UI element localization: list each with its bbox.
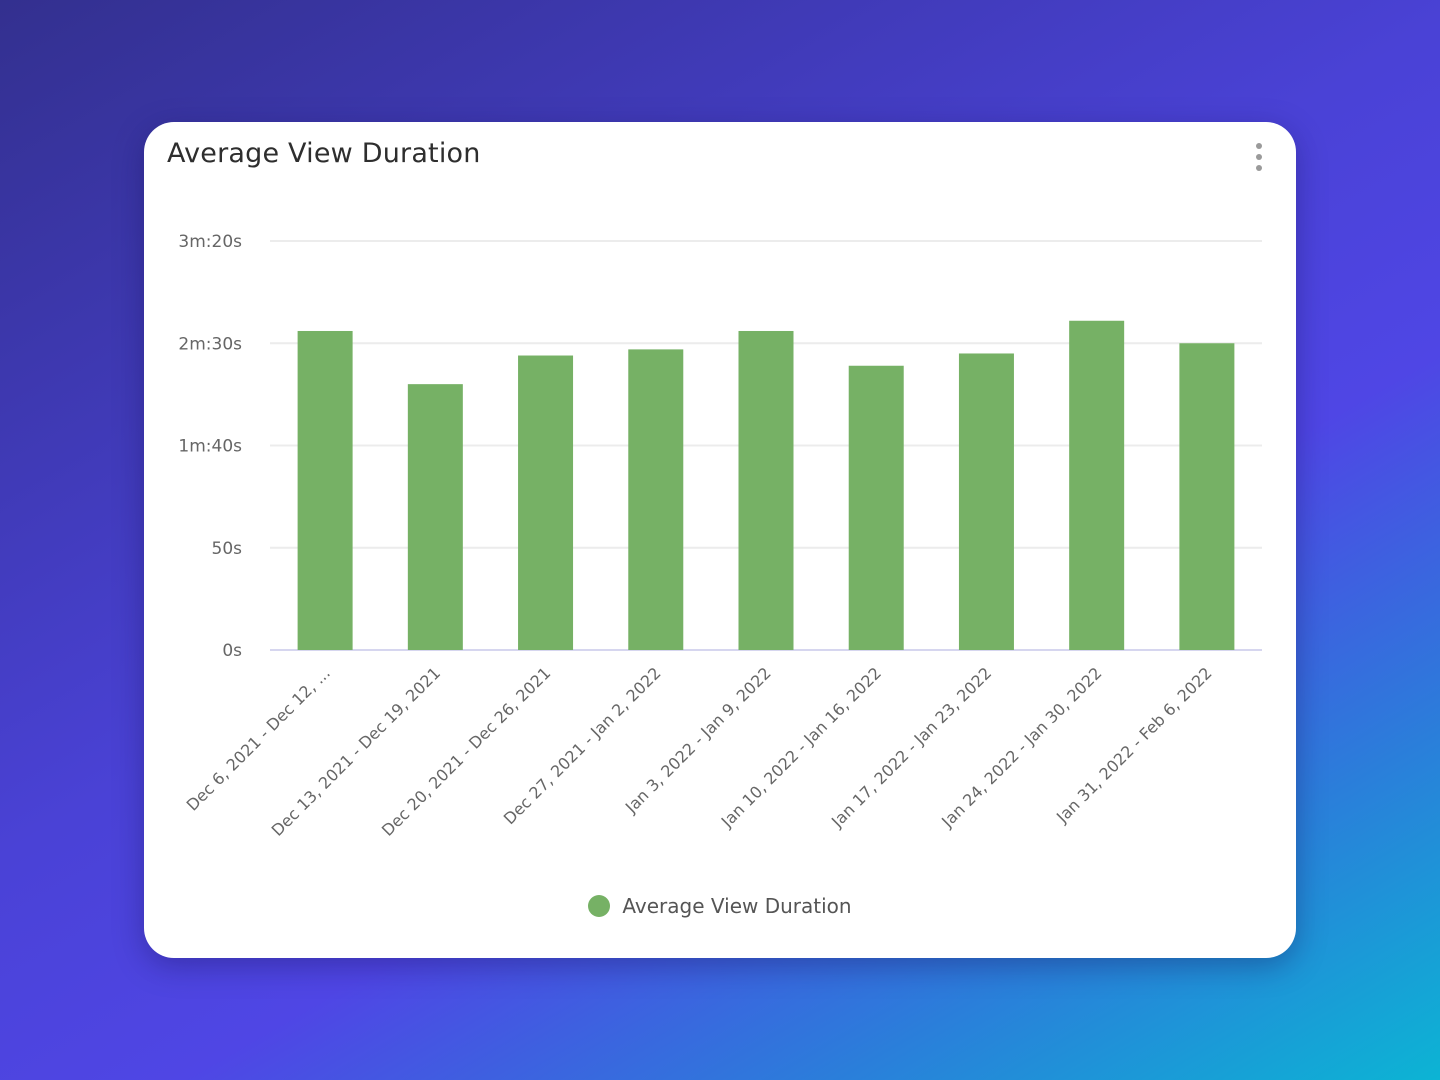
bar[interactable] [297,330,353,650]
y-tick-label: 3m:20s [178,232,242,252]
y-axis-ticks: 0s 50s 1m:40s 2m:30s 3m:20s [178,232,242,661]
bar[interactable] [407,384,463,650]
y-tick-label: 2m:30s [178,334,242,354]
legend-label: Average View Duration [622,894,852,918]
y-tick-label: 50s [212,539,243,559]
more-vertical-icon[interactable] [1244,140,1274,174]
card-title: Average View Duration [167,138,481,169]
y-tick-label: 1m:40s [178,437,242,457]
chart-card: Average View Duration 0s 50s 1m:40s 2m:30s 3… [144,122,1296,958]
bars [297,320,1235,650]
bar[interactable] [518,355,574,650]
legend[interactable]: Average View Duration [144,894,1296,918]
bar[interactable] [738,330,794,650]
x-axis-ticks: Dec 6, 2021 - Dec 12, ...Dec 13, 2021 - … [183,663,1216,839]
bar[interactable] [1069,320,1125,650]
bar[interactable] [628,349,684,650]
bar-chart: 0s 50s 1m:40s 2m:30s 3m:20s Dec 6, 2021 - De… [178,232,1262,840]
bar[interactable] [958,353,1014,650]
bar[interactable] [848,365,904,650]
bar[interactable] [1179,343,1235,650]
y-tick-label: 0s [222,641,242,661]
legend-swatch [588,895,611,917]
